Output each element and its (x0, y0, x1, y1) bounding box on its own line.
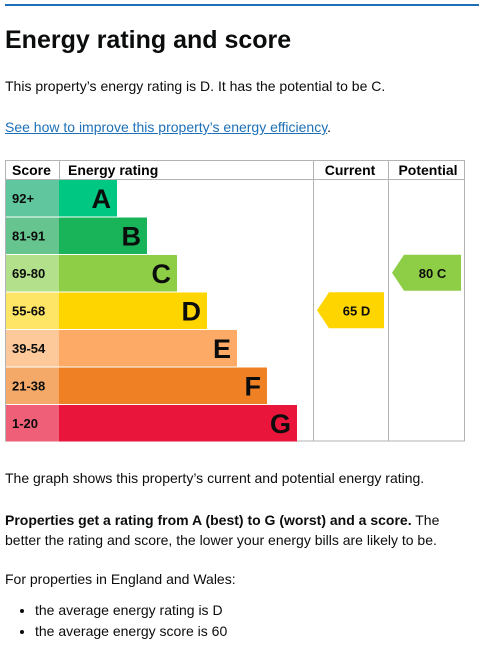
list-item-average-score: the average energy score is 60 (35, 621, 475, 642)
chart-bands: 92+ A 81-91 B 69-80 C 55-68 D 39-54 E 21-38 F 1-20 G (6, 180, 297, 442)
band-letter: B (122, 221, 142, 251)
band-score-label: 21-38 (12, 378, 45, 393)
band-b: 81-91 B (6, 217, 147, 254)
band-score-cell (6, 405, 60, 442)
potential-rating-marker: 80 C (392, 254, 461, 291)
band-score-cell (6, 330, 60, 367)
top-rule (5, 4, 479, 6)
intro-text: This property’s energy rating is D. It h… (5, 78, 386, 94)
chart-markers: 65 D 80 C (317, 254, 461, 329)
band-score-label: 69-80 (12, 266, 45, 281)
header-energy-rating: Energy rating (68, 162, 158, 178)
band-score-label: 1-20 (12, 416, 38, 431)
rating-explanation-rest: The better the rating and score, the low… (5, 512, 440, 548)
energy-rating-chart: Score Energy rating Current Potential 92… (5, 160, 465, 442)
band-bar (59, 180, 117, 217)
improve-link-suffix: . (327, 119, 332, 135)
potential-rating-marker-shape (392, 254, 461, 291)
header-potential: Potential (398, 162, 457, 178)
band-bar (59, 292, 207, 329)
band-bar (59, 330, 237, 367)
page-title: Energy rating and score (5, 26, 292, 54)
header-score: Score (12, 162, 51, 178)
band-letter: C (152, 259, 172, 289)
band-d: 55-68 D (6, 292, 207, 329)
rating-explanation: Properties get a rating from A (best) to… (5, 510, 475, 550)
band-score-label: 92+ (12, 191, 34, 206)
band-score-label: 81-91 (12, 228, 45, 243)
band-c: 69-80 C (6, 255, 177, 292)
header-current: Current (325, 162, 376, 178)
band-e: 39-54 E (6, 330, 237, 367)
graph-description: The graph shows this property’s current … (5, 470, 425, 486)
current-rating-marker: 65 D (317, 292, 384, 329)
band-letter: A (92, 184, 112, 214)
band-bar (59, 255, 177, 292)
band-letter: E (213, 334, 231, 364)
band-bar (59, 217, 147, 254)
average-intro: For properties in England and Wales: (5, 571, 236, 587)
band-a: 92+ A (6, 180, 117, 217)
band-score-cell (6, 255, 60, 292)
chart-headers: Score Energy rating Current Potential (12, 162, 458, 178)
band-score-cell (6, 217, 60, 254)
band-score-cell (6, 180, 60, 217)
band-bar (59, 367, 267, 404)
improve-link[interactable]: See how to improve this property’s energ… (5, 119, 328, 135)
band-score-cell (6, 367, 60, 404)
potential-rating-marker-label: 80 C (419, 266, 447, 281)
list-item-average-rating: the average energy rating is D (35, 600, 475, 621)
band-score-label: 55-68 (12, 303, 45, 318)
band-letter: G (270, 409, 291, 439)
band-f: 21-38 F (6, 367, 267, 404)
band-score-cell (6, 292, 60, 329)
current-rating-marker-shape (317, 292, 384, 329)
band-g: 1-20 G (6, 405, 297, 442)
improve-paragraph: See how to improve this property’s energ… (5, 117, 475, 137)
average-list: the average energy rating is D the avera… (5, 600, 475, 642)
current-rating-marker-label: 65 D (343, 303, 370, 318)
band-bar (59, 405, 297, 442)
band-letter: D (182, 296, 202, 326)
band-letter: F (245, 371, 262, 401)
rating-explanation-bold: Properties get a rating from A (best) to… (5, 512, 412, 528)
band-score-label: 39-54 (12, 341, 46, 356)
